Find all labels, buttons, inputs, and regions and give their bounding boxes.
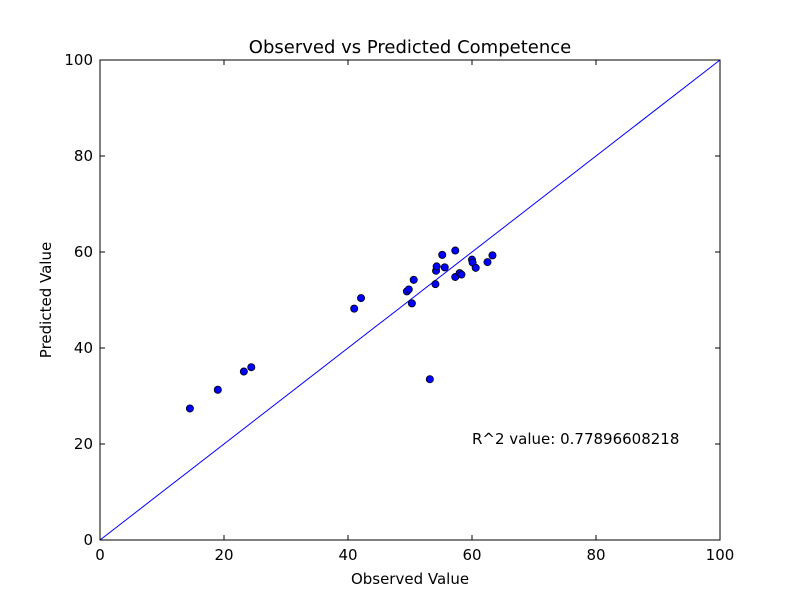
x-tick-label-4: 80 bbox=[586, 546, 605, 564]
y-axis-title: Predicted Value bbox=[37, 242, 55, 358]
data-point-9 bbox=[407, 299, 416, 308]
data-point-1 bbox=[185, 404, 194, 413]
x-tick-label-5: 100 bbox=[706, 546, 735, 564]
data-point-6 bbox=[357, 294, 366, 303]
chart-title: Observed vs Predicted Competence bbox=[249, 37, 571, 58]
data-point-3 bbox=[239, 367, 248, 376]
r-squared-annotation: R^2 value: 0.77896608218 bbox=[472, 430, 679, 448]
x-tick-label-3: 60 bbox=[462, 546, 481, 564]
x-axis-title: Observed Value bbox=[351, 570, 469, 588]
y-tick-label-3: 60 bbox=[74, 243, 93, 261]
plot-area bbox=[99, 59, 721, 541]
data-point-23 bbox=[471, 263, 480, 272]
y-tick-label-4: 80 bbox=[74, 147, 93, 165]
plot-frame bbox=[99, 59, 721, 541]
data-point-17 bbox=[451, 246, 460, 255]
data-point-10 bbox=[409, 275, 418, 284]
y-tick-label-5: 100 bbox=[64, 51, 93, 69]
data-point-12 bbox=[431, 280, 440, 289]
x-tick-label-1: 20 bbox=[214, 546, 233, 564]
y-tick-label-1: 20 bbox=[74, 435, 93, 453]
data-point-14 bbox=[432, 262, 441, 271]
data-point-5 bbox=[350, 304, 359, 313]
data-point-4 bbox=[247, 363, 256, 372]
data-point-11 bbox=[425, 375, 434, 384]
data-point-24 bbox=[483, 258, 492, 267]
data-point-25 bbox=[488, 251, 497, 260]
y-tick-label-0: 0 bbox=[83, 531, 93, 549]
axis-ticks: 0 20 40 60 80 100 0 20 40 60 80 100 bbox=[64, 51, 734, 564]
data-point-15 bbox=[438, 250, 447, 259]
data-point-16 bbox=[440, 263, 449, 272]
y-tick-label-2: 40 bbox=[74, 339, 93, 357]
data-point-2 bbox=[213, 385, 222, 394]
data-point-8 bbox=[404, 285, 413, 294]
x-tick-label-2: 40 bbox=[338, 546, 357, 564]
x-tick-label-0: 0 bbox=[95, 546, 105, 564]
data-point-20 bbox=[457, 270, 466, 279]
